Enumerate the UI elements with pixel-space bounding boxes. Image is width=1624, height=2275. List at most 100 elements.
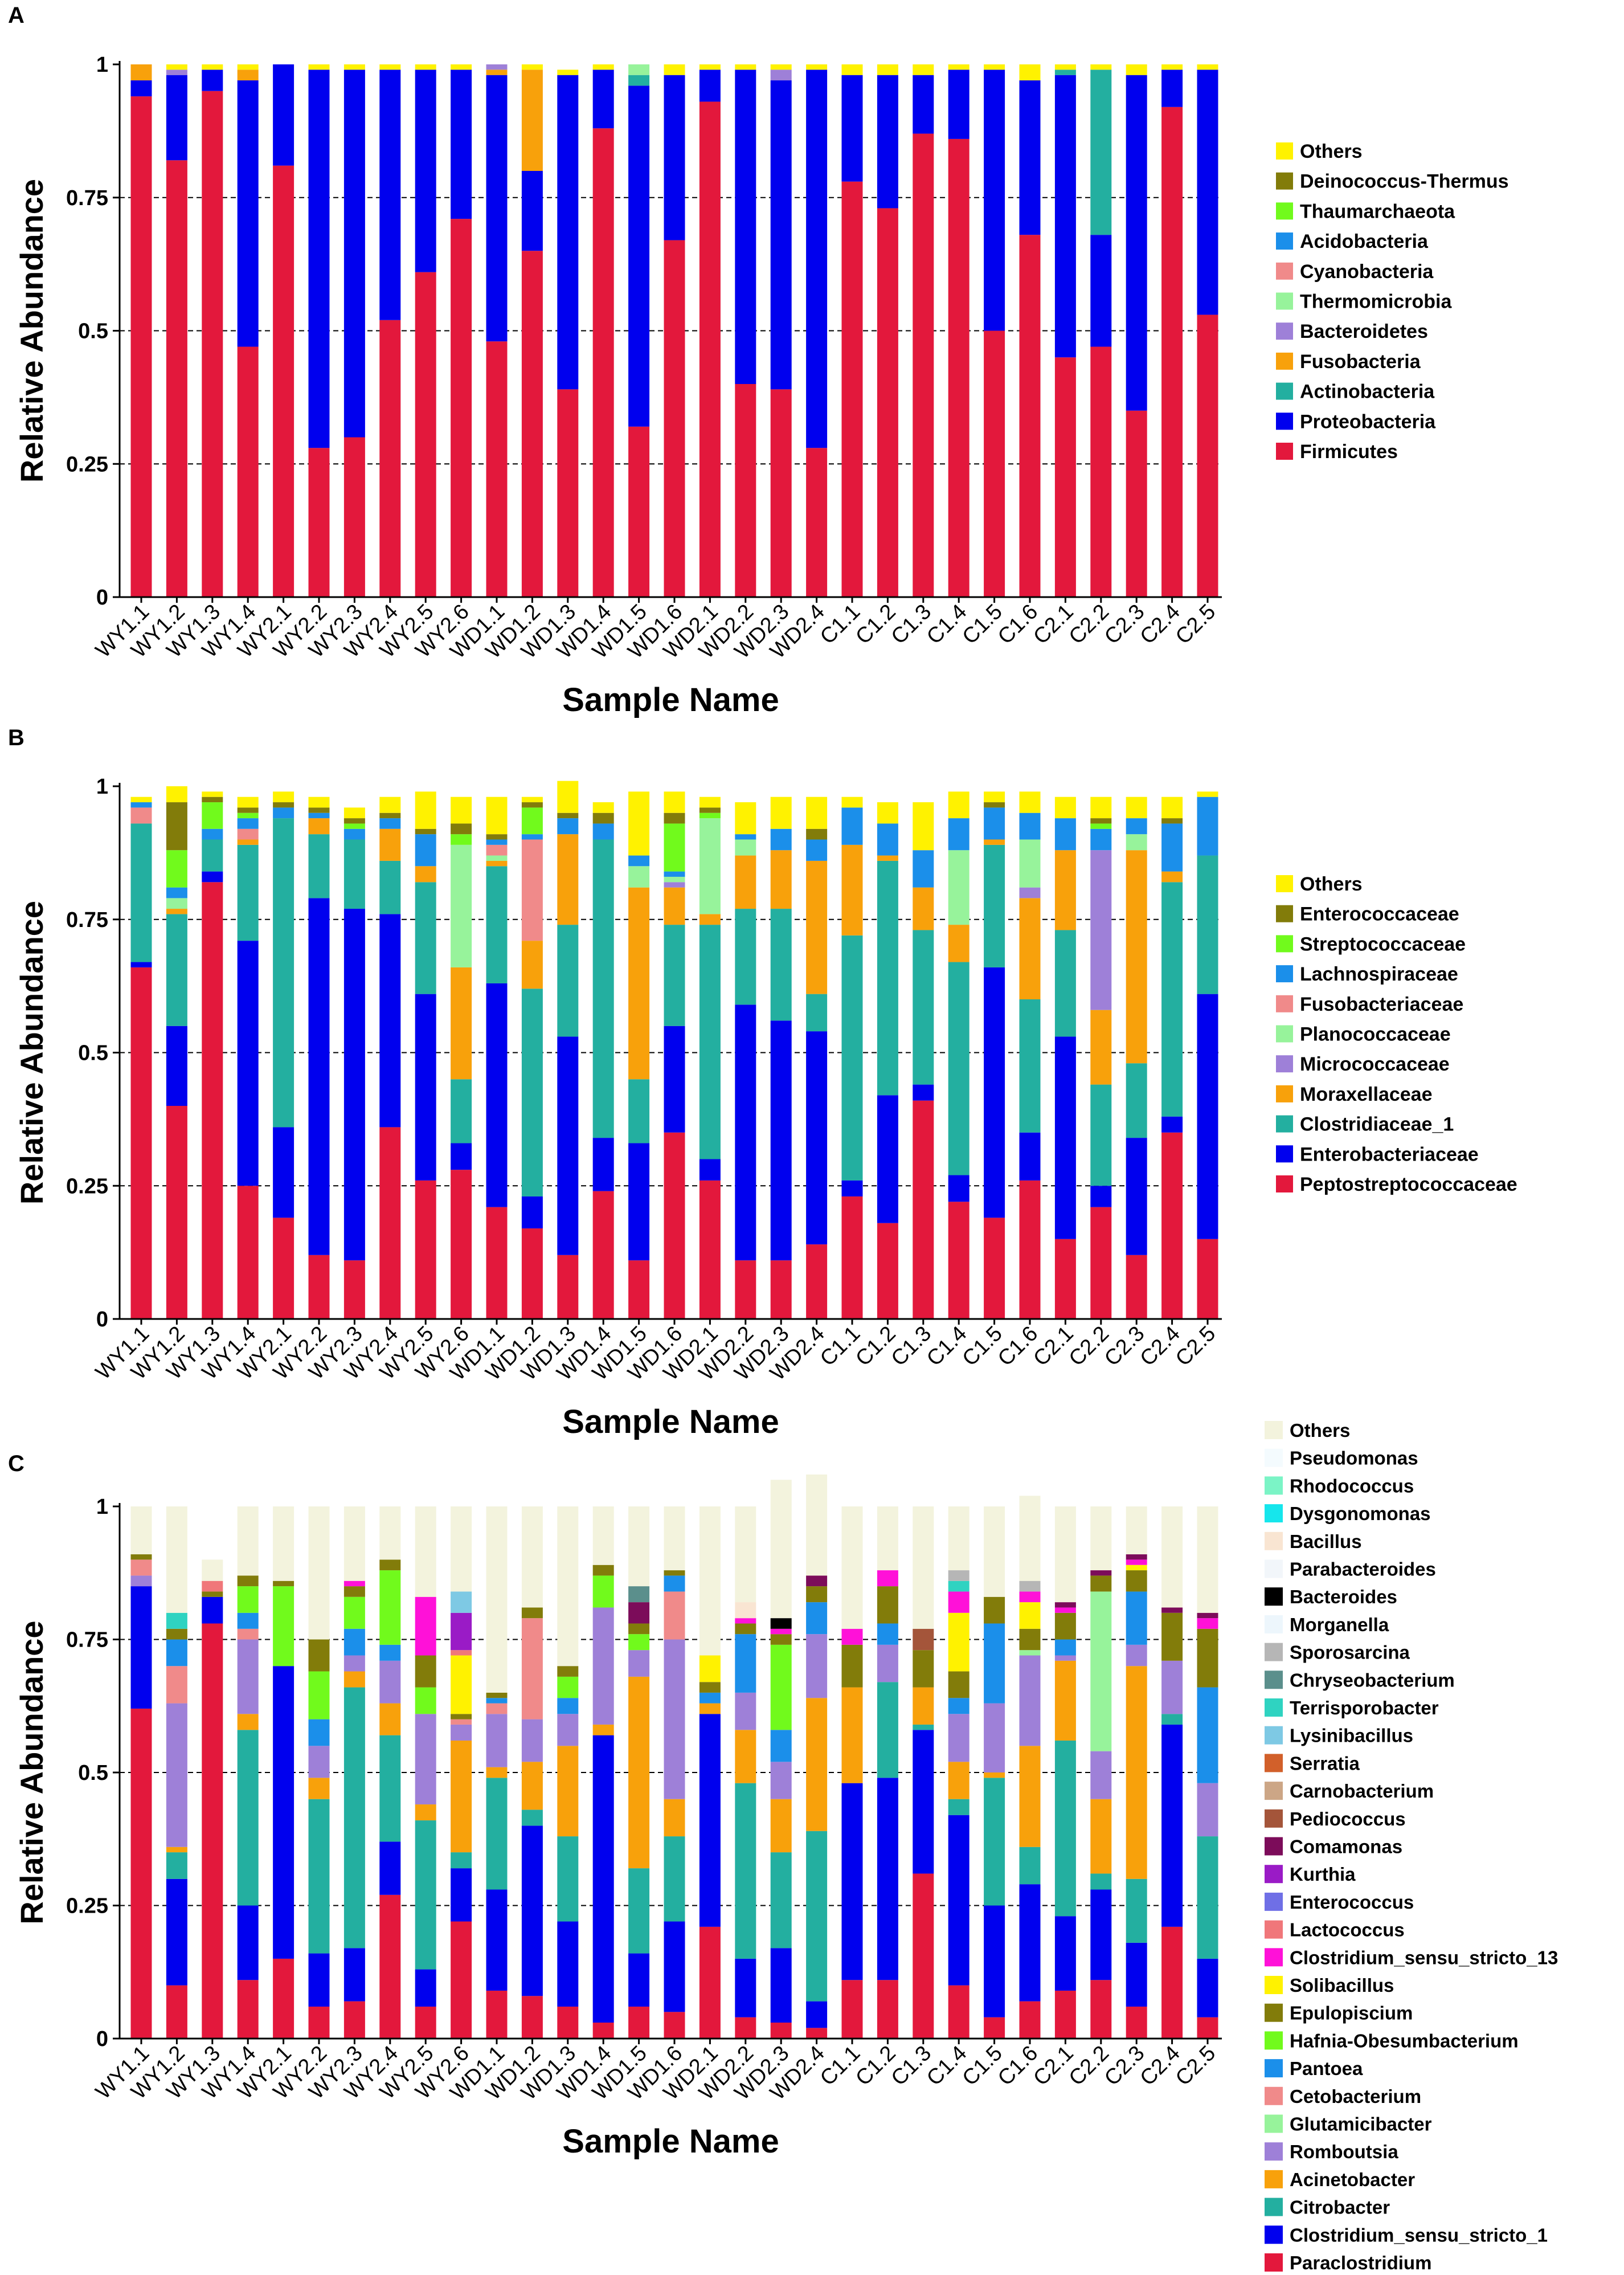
panel-c-bar-c2-1-epulopiscium: [1054, 1612, 1076, 1640]
panel-b-x-tick-label-c1-6: C1.6: [993, 1322, 1042, 1371]
panel-b-bar-wd1-2-clostridiaceae-1: [521, 989, 543, 1196]
panel-c-bar-wd1-2-acinetobacter: [521, 1762, 543, 1810]
panel-a-bar-wy2-3-firmicutes: [343, 437, 365, 597]
panel-c-bar-c2-4-comamonas: [1161, 1607, 1183, 1613]
panel-b-bar-wy1-4-peptostreptococcaceae: [237, 1186, 259, 1319]
panel-c-bar-wd1-2-cetobacterium: [521, 1618, 543, 1719]
panel-c-bar-wd2-2-paraclostridium: [735, 2017, 756, 2039]
panel-c-legend-swatch-solibacillus: [1265, 1976, 1283, 1994]
panel-c-bar-c1-2-others: [877, 1506, 898, 1571]
panel-a-x-tick-label-c1-5: C1.5: [958, 600, 1007, 649]
panel-b-bar-wy2-5-enterococcaceae: [415, 828, 436, 835]
panel-b-bar-wy2-5-enterobacteriaceae: [415, 994, 436, 1181]
panel-b-bar-c1-5-lachnospiraceae: [984, 807, 1005, 840]
panel-c-bar-c1-2-citrobacter: [877, 1682, 898, 1778]
panel-c-bar-wd2-3-bacteroides: [770, 1618, 792, 1629]
panel-b-bar-wy2-1-others: [273, 791, 294, 803]
panel-c-bar-wy1-4-citrobacter: [237, 1730, 259, 1906]
panel-b-bar-wd1-1-others: [486, 797, 508, 835]
panel-a-bar-c1-3-proteobacteria: [913, 75, 934, 134]
panel-c-bar-c2-5-others: [1197, 1506, 1218, 1613]
panel-c-bar-wy1-1-epulopiscium: [130, 1554, 152, 1560]
panel-c-bar-wy2-5-citrobacter: [415, 1820, 436, 1970]
panel-c-bar-wd2-2-citrobacter: [735, 1783, 756, 1959]
panel-b-bar-wd1-6-planococcaceae: [664, 876, 685, 883]
panel-c-legend-swatch-acinetobacter: [1265, 2170, 1283, 2188]
panel-a-y-tick-label: 0: [96, 586, 108, 610]
panel-a-legend-label-proteobacteria: Proteobacteria: [1300, 411, 1436, 432]
panel-b-bar-wd2-1-peptostreptococcaceae: [699, 1180, 721, 1319]
panel-a-y-tick-label: 0.5: [78, 320, 108, 344]
panel-c-legend-label-acinetobacter: Acinetobacter: [1290, 2169, 1415, 2190]
panel-c-bar-wy2-6-lactococcus: [451, 1650, 472, 1656]
panel-b-bar-wd2-4-lachnospiraceae: [806, 839, 828, 861]
panel-b-bar-c1-2-moraxellaceae: [877, 855, 898, 861]
panel-a-bar-wy2-4-proteobacteria: [379, 70, 401, 320]
panel-c-legend-label-solibacillus: Solibacillus: [1290, 1975, 1394, 1996]
panel-c-bar-c1-2-paraclostridium: [877, 1980, 898, 2039]
panel-b-bar-c2-4-lachnospiraceae: [1161, 823, 1183, 872]
panel-a-bar-wd1-1-bacteroidetes: [486, 64, 508, 70]
panel-b-bar-c1-3-enterobacteriaceae: [913, 1084, 934, 1101]
panel-a-bar-c2-5-others: [1197, 64, 1218, 70]
panel-c-legend-swatch-morganella: [1265, 1615, 1283, 1633]
panel-c-bar-wd1-5-romboutsia: [628, 1650, 650, 1677]
panel-b-bar-wy1-3-others: [202, 791, 223, 797]
panel-a-bar-c2-2-actinobacteria: [1090, 70, 1112, 235]
panel-c-legend-swatch-bacteroides: [1265, 1587, 1283, 1606]
panel-c-bar-wy2-6-citrobacter: [451, 1852, 472, 1869]
panel-c-bar-c1-6-sporosarcina: [1019, 1580, 1041, 1592]
panel-b-bar-c2-5-clostridiaceae-1: [1197, 855, 1218, 994]
panel-c-bar-c1-4-citrobacter: [948, 1799, 970, 1815]
panel-c-bar-wy2-2-romboutsia: [308, 1746, 330, 1778]
panel-c-bar-wy2-2-citrobacter: [308, 1799, 330, 1954]
panel-c-chart: C 00.250.50.751WY1.1WY1.2WY1.3WY1.4WY2.1…: [8, 1420, 1558, 2273]
panel-a-y-axis-title: Relative Abundance: [14, 179, 50, 483]
panel-a-bar-wd1-6-firmicutes: [664, 240, 685, 597]
panel-c-bar-c2-2-epulopiscium: [1090, 1575, 1112, 1592]
panel-a-legend-swatch-cyanobacteria: [1276, 262, 1293, 280]
panel-c-bar-wy2-6-epulopiscium: [451, 1714, 472, 1719]
panel-b-bar-wy2-2-enterococcaceae: [308, 807, 330, 813]
panel-b-bar-c2-4-peptostreptococcaceae: [1161, 1132, 1183, 1319]
panel-c-bar-c2-1-clostridium-sensu-stricto-13: [1054, 1607, 1076, 1613]
panel-a-bar-wd1-2-fusobacteria: [521, 70, 543, 171]
panel-c-bar-wy2-2-hafnia-obesumbacterium: [308, 1671, 330, 1719]
panel-b-bar-wy2-4-peptostreptococcaceae: [379, 1127, 401, 1319]
panel-b-legend-label-peptostreptococcaceae: Peptostreptococcaceae: [1300, 1174, 1517, 1195]
panel-c-bar-c1-4-acinetobacter: [948, 1762, 970, 1799]
panel-c-bar-c1-3-pediococcus: [913, 1628, 934, 1651]
panel-c-legend-label-glutamicibacter: Glutamicibacter: [1290, 2114, 1432, 2135]
panel-c-legend-label-others: Others: [1290, 1420, 1350, 1441]
panel-c-bar-c1-5-romboutsia: [984, 1703, 1005, 1772]
panel-b-bar-c2-2-micrococcaceae: [1090, 850, 1112, 1010]
panel-c-legend-swatch-enterococcus: [1265, 1892, 1283, 1911]
panel-b-bar-c2-2-peptostreptococcaceae: [1090, 1207, 1112, 1319]
panel-b-bar-wd1-6-moraxellaceae: [664, 887, 685, 925]
panel-c-bar-wd1-3-others: [557, 1506, 579, 1667]
panel-b-bar-wy1-4-fusobacteriaceae: [237, 828, 259, 840]
panel-c-legend-swatch-clostridium-sensu-stricto-13: [1265, 1948, 1283, 1967]
panel-b-bar-wd2-4-others: [806, 797, 828, 829]
panel-c-bar-wy2-3-clostridium-sensu-stricto-13: [343, 1580, 365, 1587]
panel-b-bar-wd1-3-enterobacteriaceae: [557, 1036, 579, 1255]
panel-a-x-tick-label-c1-6: C1.6: [993, 600, 1042, 649]
panel-a-bar-c1-4-firmicutes: [948, 138, 970, 597]
panel-b-bar-wd1-1-planococcaceae: [486, 855, 508, 861]
panel-c-bar-c1-3-clostridium-sensu-stricto-1: [913, 1730, 934, 1874]
panel-c-bar-wy2-6-others: [451, 1506, 472, 1592]
panel-b-bar-wy1-2-lachnospiraceae: [166, 887, 187, 898]
panel-b-bar-c1-5-enterobacteriaceae: [984, 967, 1005, 1218]
panel-c-bar-wy2-1-epulopiscium: [273, 1580, 294, 1587]
panel-b-bar-wy2-2-enterobacteriaceae: [308, 898, 330, 1255]
panel-b-bar-wd1-4-others: [592, 802, 614, 813]
panel-b-bar-wd1-2-lachnospiraceae: [521, 834, 543, 840]
panel-c-legend-label-epulopiscium: Epulopiscium: [1290, 2003, 1413, 2024]
panel-b-bar-wd1-3-enterococcaceae: [557, 812, 579, 819]
panel-a-bar-wy1-2-firmicutes: [166, 160, 187, 597]
panel-b-bar-c2-1-peptostreptococcaceae: [1054, 1239, 1076, 1319]
panel-c-bar-c1-6-clostridium-sensu-stricto-13: [1019, 1591, 1041, 1603]
panel-c-bar-wd1-3-romboutsia: [557, 1714, 579, 1746]
panel-b-bar-c1-2-peptostreptococcaceae: [877, 1223, 898, 1319]
panel-a-bar-c1-5-others: [984, 64, 1005, 70]
